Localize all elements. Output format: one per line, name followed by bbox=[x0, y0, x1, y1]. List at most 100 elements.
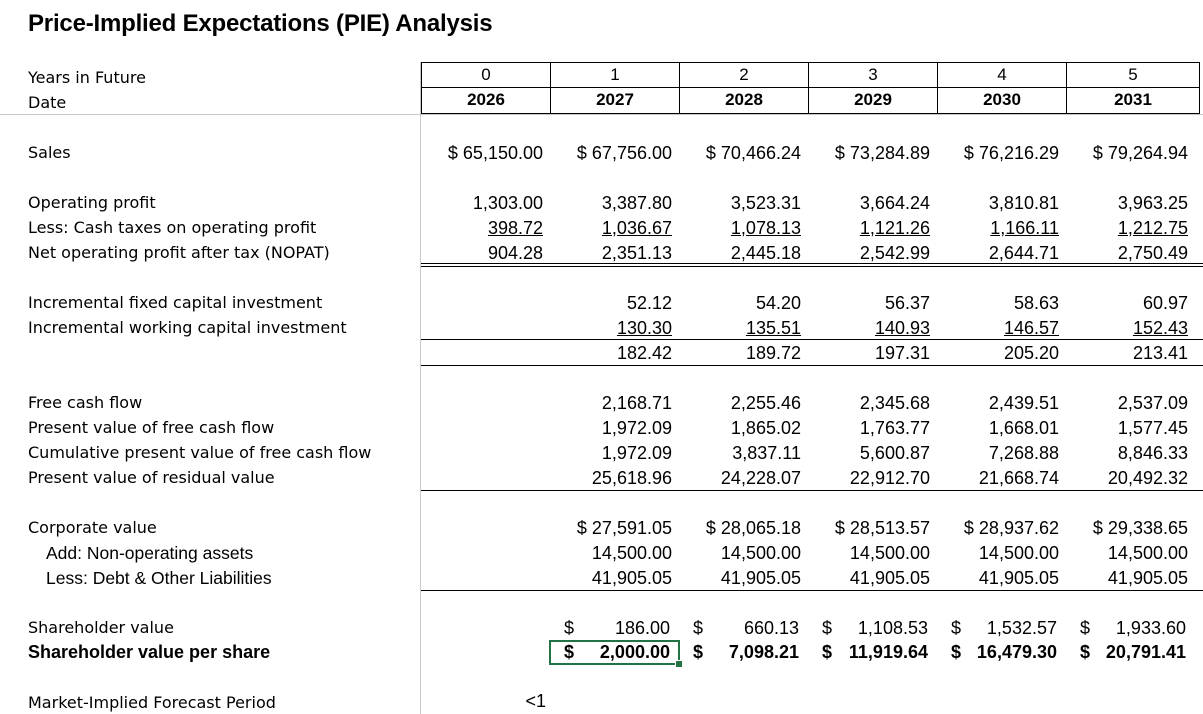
cash-taxes-cell-1[interactable]: 1,036.67 bbox=[601, 218, 672, 238]
sales-cell-0[interactable]: $ 65,150.00 bbox=[447, 143, 543, 163]
cash-taxes-cell-4[interactable]: 1,166.11 bbox=[990, 218, 1059, 238]
working-capital-cell-4[interactable]: 146.57 bbox=[1003, 318, 1059, 338]
working-capital-cell-3[interactable]: 140.93 bbox=[874, 318, 930, 338]
working-capital-cell-1[interactable]: 130.30 bbox=[616, 318, 672, 338]
corporate-bottom-rule bbox=[421, 590, 1203, 591]
debt-cell-1[interactable]: 41,905.05 bbox=[591, 568, 672, 588]
pv-fcf-cell-4[interactable]: 1,668.01 bbox=[988, 418, 1059, 438]
pv-residual-cell-2[interactable]: 24,228.07 bbox=[720, 468, 801, 488]
pv-residual-label: Present value of residual value bbox=[28, 468, 275, 487]
cash-taxes-cell-2[interactable]: 1,078.13 bbox=[730, 218, 801, 238]
fixed-capital-cell-3[interactable]: 56.37 bbox=[884, 293, 930, 313]
total-investment-cell-5[interactable]: 213.41 bbox=[1132, 343, 1188, 363]
debt-cell-3[interactable]: 41,905.05 bbox=[849, 568, 930, 588]
pv-fcf-cell-5[interactable]: 1,577.45 bbox=[1117, 418, 1188, 438]
fill-handle[interactable] bbox=[675, 660, 683, 668]
nopat-cell-2[interactable]: 2,445.18 bbox=[730, 243, 801, 263]
nopat-cell-1[interactable]: 2,351.13 bbox=[601, 243, 672, 263]
forecast-period-value[interactable]: <1 bbox=[525, 691, 546, 711]
corporate-value-cell-2[interactable]: $ 28,065.18 bbox=[705, 518, 801, 538]
nopat-cell-3[interactable]: 2,542.99 bbox=[859, 243, 930, 263]
header-cell-1[interactable]: 1 2027 bbox=[550, 62, 680, 114]
corporate-value-cell-5[interactable]: $ 29,338.65 bbox=[1092, 518, 1188, 538]
fcf-cell-1[interactable]: 2,168.71 bbox=[601, 393, 672, 413]
sales-cell-4[interactable]: $ 76,216.29 bbox=[963, 143, 1059, 163]
year-date: 2031 bbox=[1114, 90, 1152, 109]
currency-symbol: $ bbox=[822, 642, 833, 662]
operating-profit-cell-1[interactable]: 3,387.80 bbox=[601, 193, 672, 213]
working-capital-cell-2[interactable]: 135.51 bbox=[745, 318, 801, 338]
debt-cell-2[interactable]: 41,905.05 bbox=[720, 568, 801, 588]
pv-residual-cell-4[interactable]: 21,668.74 bbox=[978, 468, 1059, 488]
nopat-cell-4[interactable]: 2,644.71 bbox=[988, 243, 1059, 263]
fixed-capital-cell-5[interactable]: 60.97 bbox=[1142, 293, 1188, 313]
nopat-cell-5[interactable]: 2,750.49 bbox=[1117, 243, 1188, 263]
corporate-value-cell-1[interactable]: $ 27,591.05 bbox=[576, 518, 672, 538]
non-operating-cell-4[interactable]: 14,500.00 bbox=[978, 543, 1059, 563]
non-operating-label: Add: Non-operating assets bbox=[46, 543, 254, 563]
cell-value: 20,791.41 bbox=[1105, 642, 1186, 662]
investment-top-rule bbox=[421, 339, 1203, 340]
cash-taxes-cell-3[interactable]: 1,121.26 bbox=[859, 218, 930, 238]
non-operating-cell-1[interactable]: 14,500.00 bbox=[591, 543, 672, 563]
fixed-capital-cell-4[interactable]: 58.63 bbox=[1013, 293, 1059, 313]
nopat-cell-0[interactable]: 904.28 bbox=[487, 243, 543, 263]
non-operating-cell-2[interactable]: 14,500.00 bbox=[720, 543, 801, 563]
total-investment-cell-4[interactable]: 205.20 bbox=[1003, 343, 1059, 363]
operating-profit-cell-2[interactable]: 3,523.31 bbox=[730, 193, 801, 213]
header-cell-0[interactable]: 0 2026 bbox=[421, 62, 551, 114]
year-offset: 0 bbox=[481, 65, 491, 84]
fcf-cell-5[interactable]: 2,537.09 bbox=[1117, 393, 1188, 413]
corporate-value-cell-3[interactable]: $ 28,513.57 bbox=[834, 518, 930, 538]
cum-pv-fcf-cell-5[interactable]: 8,846.33 bbox=[1117, 443, 1188, 463]
sales-cell-3[interactable]: $ 73,284.89 bbox=[834, 143, 930, 163]
pv-fcf-cell-3[interactable]: 1,763.77 bbox=[859, 418, 930, 438]
cell-value: 186.00 bbox=[614, 618, 670, 638]
debt-label: Less: Debt & Other Liabilities bbox=[46, 568, 272, 588]
debt-cell-4[interactable]: 41,905.05 bbox=[978, 568, 1059, 588]
header-cell-3[interactable]: 3 2029 bbox=[808, 62, 938, 114]
header-cell-5[interactable]: 5 2031 bbox=[1066, 62, 1200, 114]
currency-symbol: $ bbox=[822, 618, 833, 638]
cum-pv-fcf-cell-2[interactable]: 3,837.11 bbox=[732, 443, 801, 463]
cum-pv-fcf-cell-4[interactable]: 7,268.88 bbox=[988, 443, 1059, 463]
total-investment-cell-1[interactable]: 182.42 bbox=[616, 343, 672, 363]
year-date: 2029 bbox=[854, 90, 892, 109]
header-cell-4[interactable]: 4 2030 bbox=[937, 62, 1067, 114]
total-investment-cell-3[interactable]: 197.31 bbox=[874, 343, 930, 363]
currency-symbol: $ bbox=[693, 618, 704, 638]
pv-fcf-cell-2[interactable]: 1,865.02 bbox=[730, 418, 801, 438]
operating-profit-label: Operating profit bbox=[28, 193, 156, 212]
pv-residual-cell-3[interactable]: 22,912.70 bbox=[849, 468, 930, 488]
cash-taxes-cell-0[interactable]: 398.72 bbox=[487, 218, 543, 238]
pv-fcf-cell-1[interactable]: 1,972.09 bbox=[601, 418, 672, 438]
fixed-capital-cell-1[interactable]: 52.12 bbox=[626, 293, 672, 313]
pv-residual-cell-1[interactable]: 25,618.96 bbox=[591, 468, 672, 488]
working-capital-cell-5[interactable]: 152.43 bbox=[1132, 318, 1188, 338]
fcf-cell-4[interactable]: 2,439.51 bbox=[988, 393, 1059, 413]
cash-taxes-label: Less: Cash taxes on operating profit bbox=[28, 218, 317, 237]
cell-value: 1,532.57 bbox=[986, 618, 1057, 638]
sales-cell-5[interactable]: $ 79,264.94 bbox=[1092, 143, 1188, 163]
header-cell-2[interactable]: 2 2028 bbox=[679, 62, 809, 114]
cell-value: 16,479.30 bbox=[976, 642, 1057, 662]
selected-cell[interactable] bbox=[549, 640, 680, 665]
operating-profit-cell-4[interactable]: 3,810.81 bbox=[988, 193, 1059, 213]
operating-profit-cell-3[interactable]: 3,664.24 bbox=[859, 193, 930, 213]
cash-taxes-cell-5[interactable]: 1,212.75 bbox=[1117, 218, 1188, 238]
sales-cell-1[interactable]: $ 67,756.00 bbox=[576, 143, 672, 163]
non-operating-cell-5[interactable]: 14,500.00 bbox=[1107, 543, 1188, 563]
sales-cell-2[interactable]: $ 70,466.24 bbox=[705, 143, 801, 163]
debt-cell-5[interactable]: 41,905.05 bbox=[1107, 568, 1188, 588]
operating-profit-cell-5[interactable]: 3,963.25 bbox=[1117, 193, 1188, 213]
fcf-cell-2[interactable]: 2,255.46 bbox=[730, 393, 801, 413]
operating-profit-cell-0[interactable]: 1,303.00 bbox=[472, 193, 543, 213]
cum-pv-fcf-cell-1[interactable]: 1,972.09 bbox=[601, 443, 672, 463]
corporate-value-cell-4[interactable]: $ 28,937.62 bbox=[963, 518, 1059, 538]
cum-pv-fcf-cell-3[interactable]: 5,600.87 bbox=[859, 443, 930, 463]
non-operating-cell-3[interactable]: 14,500.00 bbox=[849, 543, 930, 563]
pv-residual-cell-5[interactable]: 20,492.32 bbox=[1107, 468, 1188, 488]
total-investment-cell-2[interactable]: 189.72 bbox=[745, 343, 801, 363]
fixed-capital-cell-2[interactable]: 54.20 bbox=[755, 293, 801, 313]
fcf-cell-3[interactable]: 2,345.68 bbox=[859, 393, 930, 413]
